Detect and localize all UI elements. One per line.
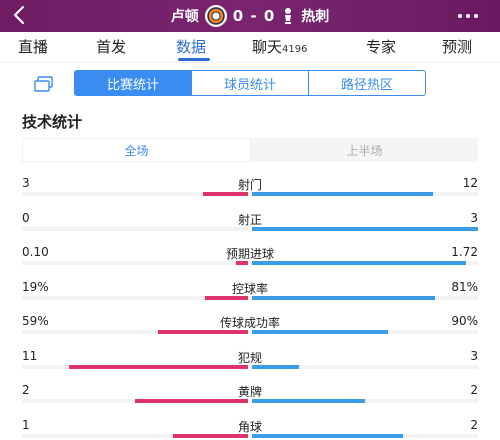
home-bar-track [22,399,248,403]
tab-chat-label: 聊天 [252,38,283,56]
away-bar-track [252,295,478,300]
stat-label: 预期进球 [225,247,274,261]
chat-count: 4196 [282,44,308,55]
stat-away-value: 81% [451,279,478,294]
away-bar-track [252,364,478,369]
home-bar [202,192,248,196]
subtab-heatmap[interactable]: 路径热区 [340,77,393,93]
stat-row: 3 射门 12 [0,168,500,203]
stat-label: 传球成功率 [219,316,280,330]
nav-divider [0,62,500,63]
away-bar-track [252,226,478,231]
away-bar-track [252,261,478,265]
home-bar-track [22,192,248,196]
stat-row: 11 犯规 3 [0,341,500,376]
away-bar [252,261,466,265]
away-bar-track [252,433,478,438]
back-button[interactable] [12,4,34,28]
stat-away-value: 12 [462,176,478,190]
away-bar [252,295,436,300]
section-title: 技术统计 [22,113,83,131]
stat-home-value: 3 [22,176,30,190]
stat-home-value: 1 [22,417,30,432]
tab-prediction[interactable]: 预测 [442,38,473,56]
home-bar [157,330,248,334]
stat-home-value: 0.10 [22,245,49,259]
stat-label: 黄牌 [237,385,262,399]
stat-row: 0.10 预期进球 1.72 [0,237,500,272]
tab-live[interactable]: 直播 [18,38,49,56]
home-bar-track [22,364,248,369]
stat-home-value: 19% [22,279,49,294]
dot-icon [466,14,470,18]
stat-away-value: 3 [470,210,478,225]
stats-list: 3 射门 12 0 射正 3 0.10 预期进球 1.72 19% 控球率 81… [0,168,500,440]
toggle-first-half[interactable]: 上半场 [346,143,383,158]
half-toggle: 全场 上半场 [22,138,478,162]
home-bar-track [22,261,248,265]
home-bar [173,433,248,438]
home-bar-track [22,330,248,334]
subtab-player-stats[interactable]: 球员统计 [192,71,309,95]
stat-label: 角球 [237,419,262,434]
tab-chat[interactable]: 聊天4196 [252,36,307,57]
away-bar [252,399,365,403]
match-header: 卢顿 0 - 0 热刺 [0,0,500,32]
stat-label: 射正 [237,212,262,227]
stat-row: 19% 控球率 81% [0,272,500,307]
spurs-badge-icon [281,6,295,26]
stat-home-value: 11 [22,348,38,363]
stat-home-value: 2 [22,383,30,397]
home-team-name: 卢顿 [170,9,199,25]
stat-label: 射门 [237,178,262,192]
stats-subtabs: 比赛统计 球员统计 路径热区 [74,70,426,96]
stat-away-value: 3 [470,348,478,363]
home-bar [135,399,248,403]
away-bar-track [252,330,478,334]
away-bar [252,192,433,196]
away-bar-track [252,399,478,403]
stat-away-value: 1.72 [451,245,478,259]
away-bar [252,226,478,231]
home-bar-track [22,433,248,438]
away-bar [252,364,300,369]
stat-home-value: 0 [22,210,30,225]
match-summary: 卢顿 0 - 0 热刺 [0,0,500,32]
toggle-full-match[interactable]: 全场 [22,138,251,162]
stat-row: 2 黄牌 2 [0,375,500,410]
home-bar [205,295,248,300]
dot-icon [474,14,478,18]
share-icon[interactable] [34,75,56,93]
away-bar [252,330,388,334]
home-bar [235,261,248,265]
subtab-match-stats[interactable]: 比赛统计 [75,71,192,95]
away-bar-track [252,192,478,196]
home-bar-track [22,226,248,231]
stat-away-value: 2 [470,417,478,432]
stat-label: 控球率 [231,281,268,296]
match-score: 0 - 0 [232,7,276,25]
tab-lineup[interactable]: 首发 [96,38,127,56]
away-bar [252,433,404,438]
home-bar-track [22,295,248,300]
stat-away-value: 2 [470,383,478,397]
tab-expert[interactable]: 专家 [366,38,397,56]
stat-home-value: 59% [22,314,49,328]
stat-row: 1 角球 2 [0,410,500,440]
stat-away-value: 90% [451,314,478,328]
luton-badge-icon [204,5,227,27]
more-options-button[interactable] [458,8,486,24]
main-tabs: 直播 首发 数据 聊天4196 专家 预测 [0,32,500,62]
stat-label: 犯规 [237,350,262,365]
chevron-left-icon [13,5,25,25]
active-tab-indicator [178,58,210,61]
tab-data[interactable]: 数据 [176,38,207,56]
stat-row: 0 射正 3 [0,203,500,238]
home-bar [69,364,248,369]
away-team-name: 热刺 [301,9,330,25]
dot-icon [458,14,462,18]
stat-row: 59% 传球成功率 90% [0,306,500,341]
